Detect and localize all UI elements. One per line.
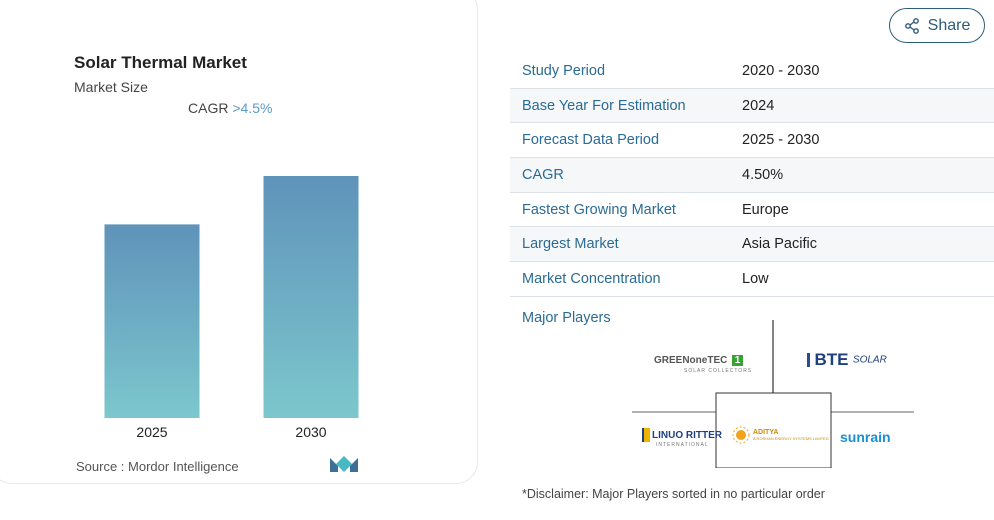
aditya-name: ADITYA	[753, 429, 779, 436]
row-value: 2025 - 2030	[742, 132, 820, 149]
linuo-name: LINUO RITTER	[652, 429, 722, 441]
aditya-sun-icon	[732, 426, 750, 444]
market-info-table: Study Period 2020 - 2030 Base Year For E…	[510, 54, 994, 297]
bte-solar-logo: BTE SOLAR	[807, 350, 887, 370]
row-key: Largest Market	[522, 236, 619, 253]
share-icon	[904, 17, 919, 34]
row-key: Fastest Growing Market	[522, 201, 676, 218]
greenonetec-name: GREENoneTEC	[654, 355, 728, 366]
table-row: Largest Market Asia Pacific	[510, 227, 994, 263]
source-text: Source : Mordor Intelligence	[76, 459, 239, 474]
bte-name: BTE	[814, 350, 849, 369]
sunrain-logo: sunrain	[840, 429, 891, 445]
disclaimer-text: *Disclaimer: Major Players sorted in no …	[522, 487, 825, 501]
major-players-logos: GREENoneTEC 1 SOLAR COLLECTORS BTE SOLAR…	[632, 320, 914, 468]
bar-2025	[104, 224, 200, 418]
source-name: Mordor Intelligence	[128, 459, 239, 474]
mordor-logo-icon	[330, 456, 358, 472]
linuo-mark-icon	[642, 428, 650, 442]
table-row: CAGR 4.50%	[510, 158, 994, 193]
cagr-value: >4.5%	[232, 100, 273, 116]
row-key: Market Concentration	[522, 270, 661, 287]
share-button[interactable]: Share	[889, 8, 985, 43]
table-row: Fastest Growing Market Europe	[510, 193, 994, 228]
row-key: Study Period	[522, 62, 606, 79]
bte-sub: SOLAR	[852, 354, 887, 366]
source-label: Source :	[76, 459, 125, 474]
row-value: Asia Pacific	[742, 236, 817, 253]
greenonetec-sub: SOLAR COLLECTORS	[684, 368, 753, 374]
row-value: Low	[742, 270, 769, 287]
row-value: 2020 - 2030	[742, 62, 820, 79]
bar-2030	[263, 176, 359, 418]
x-tick-label: 2030	[295, 424, 326, 440]
row-key: CAGR	[522, 166, 564, 183]
chart-title: Solar Thermal Market	[74, 53, 247, 72]
players-grid-lines	[632, 320, 914, 468]
cagr-label: CAGR >4.5%	[188, 100, 272, 116]
table-row: Base Year For Estimation 2024	[510, 88, 994, 124]
cagr-label-text: CAGR	[188, 100, 229, 116]
aditya-sub: A ROSHAN ENERGY SYSTEMS LIMITED	[753, 436, 829, 441]
table-row: Study Period 2020 - 2030	[510, 54, 994, 89]
greenonetec-logo: GREENoneTEC 1 SOLAR COLLECTORS	[654, 350, 752, 374]
bte-mark-icon	[807, 353, 810, 367]
x-tick-label: 2025	[136, 424, 167, 440]
greenonetec-badge: 1	[731, 355, 744, 366]
bar-chart: 2025 2030	[104, 176, 359, 440]
aditya-logo: ADITYA A ROSHAN ENERGY SYSTEMS LIMITED	[732, 426, 829, 444]
chart-card	[0, 0, 478, 484]
linuo-ritter-logo: LINUO RITTER INTERNATIONAL	[642, 428, 722, 448]
row-value: 4.50%	[742, 166, 784, 183]
row-value: Europe	[742, 201, 789, 218]
chart-subtitle: Market Size	[74, 79, 148, 95]
row-key: Base Year For Estimation	[522, 97, 686, 114]
major-players-title: Major Players	[522, 310, 611, 326]
bars-group: 2025 2030	[104, 176, 359, 440]
row-value: 2024	[742, 97, 775, 114]
share-label: Share	[927, 16, 971, 34]
row-key: Forecast Data Period	[522, 132, 660, 149]
linuo-sub: INTERNATIONAL	[656, 442, 709, 448]
table-row: Forecast Data Period 2025 - 2030	[510, 123, 994, 159]
table-row: Market Concentration Low	[510, 262, 994, 297]
